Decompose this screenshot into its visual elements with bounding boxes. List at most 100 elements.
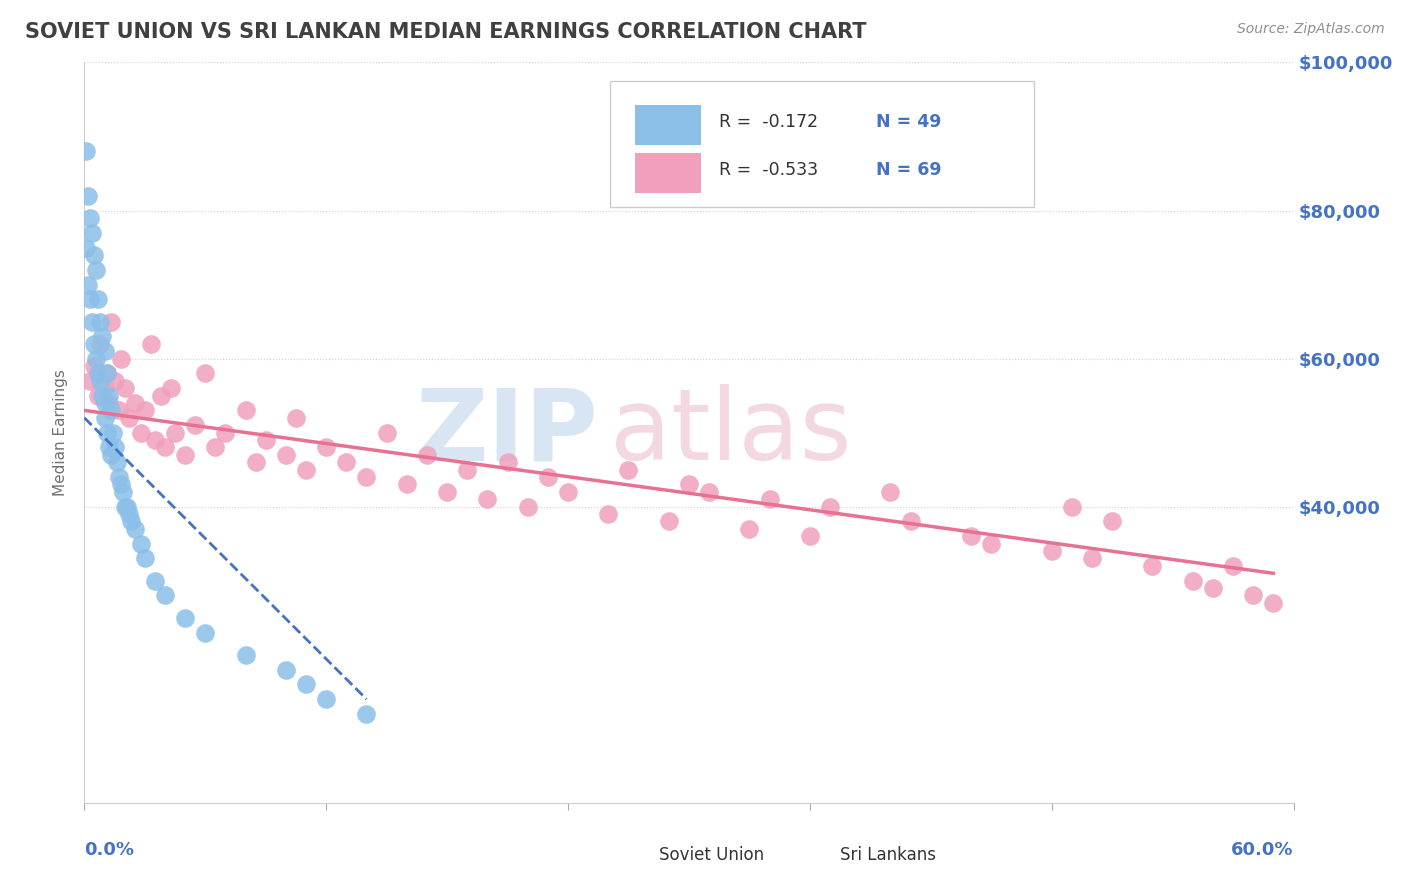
Point — [82, 226, 104, 240]
FancyBboxPatch shape — [634, 153, 702, 194]
Point — [153, 589, 176, 603]
Point — [87, 367, 110, 381]
FancyBboxPatch shape — [634, 104, 702, 145]
Point — [118, 410, 141, 425]
Point — [160, 381, 183, 395]
Point — [658, 515, 681, 529]
Point — [93, 396, 115, 410]
Point — [107, 403, 129, 417]
Point — [97, 441, 120, 455]
Point — [436, 484, 458, 499]
Point — [960, 529, 983, 543]
Point — [87, 293, 110, 307]
Point — [143, 574, 166, 588]
Point — [83, 336, 105, 351]
Point — [77, 188, 100, 202]
FancyBboxPatch shape — [792, 842, 828, 868]
Point — [1263, 596, 1285, 610]
Point — [1222, 558, 1244, 573]
Point — [93, 381, 115, 395]
Point — [100, 448, 122, 462]
Point — [697, 484, 720, 499]
Point — [107, 470, 129, 484]
Point — [89, 374, 111, 388]
Point — [104, 441, 127, 455]
Point — [1181, 574, 1204, 588]
Y-axis label: Median Earnings: Median Earnings — [53, 369, 69, 496]
Point — [79, 293, 101, 307]
Text: R =  -0.172: R = -0.172 — [720, 112, 818, 130]
Point — [1241, 589, 1264, 603]
Text: R =  -0.533: R = -0.533 — [720, 161, 818, 178]
Point — [900, 515, 922, 529]
Point — [315, 441, 337, 455]
Point — [678, 477, 700, 491]
Point — [77, 277, 100, 292]
Point — [375, 425, 398, 440]
Point — [134, 551, 156, 566]
Point — [214, 425, 236, 440]
Point — [1142, 558, 1164, 573]
Point — [153, 441, 176, 455]
Point — [416, 448, 439, 462]
Point — [101, 425, 124, 440]
Point — [1060, 500, 1083, 514]
Point — [274, 663, 297, 677]
Point — [75, 240, 97, 255]
Point — [557, 484, 579, 499]
Point — [818, 500, 841, 514]
Point — [91, 388, 114, 402]
Point — [738, 522, 761, 536]
Point — [96, 367, 118, 381]
Text: SOVIET UNION VS SRI LANKAN MEDIAN EARNINGS CORRELATION CHART: SOVIET UNION VS SRI LANKAN MEDIAN EARNIN… — [25, 22, 868, 42]
Point — [91, 329, 114, 343]
Point — [456, 462, 478, 476]
Point — [165, 425, 187, 440]
Text: 60.0%: 60.0% — [1232, 840, 1294, 859]
Point — [254, 433, 277, 447]
Point — [114, 381, 136, 395]
Point — [194, 625, 217, 640]
Point — [274, 448, 297, 462]
Point — [285, 410, 308, 425]
Point — [799, 529, 821, 543]
Point — [356, 706, 378, 721]
Point — [149, 388, 172, 402]
Point — [1040, 544, 1063, 558]
Point — [315, 692, 337, 706]
Point — [356, 470, 378, 484]
Text: Source: ZipAtlas.com: Source: ZipAtlas.com — [1237, 22, 1385, 37]
Point — [124, 522, 146, 536]
Point — [118, 507, 141, 521]
Point — [496, 455, 519, 469]
Point — [295, 677, 318, 691]
Point — [93, 344, 115, 359]
Point — [139, 336, 162, 351]
Point — [89, 336, 111, 351]
Point — [83, 359, 105, 373]
Point — [96, 367, 118, 381]
Text: N = 49: N = 49 — [876, 112, 942, 130]
Text: Soviet Union: Soviet Union — [659, 846, 763, 863]
Point — [1101, 515, 1123, 529]
Point — [86, 351, 108, 366]
Text: ZIP: ZIP — [415, 384, 599, 481]
Point — [245, 455, 267, 469]
Point — [93, 410, 115, 425]
Point — [97, 396, 120, 410]
Point — [87, 388, 110, 402]
Point — [758, 492, 780, 507]
Point — [980, 536, 1002, 550]
Point — [477, 492, 499, 507]
Point — [617, 462, 640, 476]
Point — [75, 145, 97, 159]
Point — [89, 314, 111, 328]
Text: atlas: atlas — [610, 384, 852, 481]
Point — [83, 248, 105, 262]
Point — [124, 396, 146, 410]
Point — [598, 507, 620, 521]
Point — [1081, 551, 1104, 566]
Point — [295, 462, 318, 476]
Point — [1202, 581, 1225, 595]
Point — [110, 351, 132, 366]
